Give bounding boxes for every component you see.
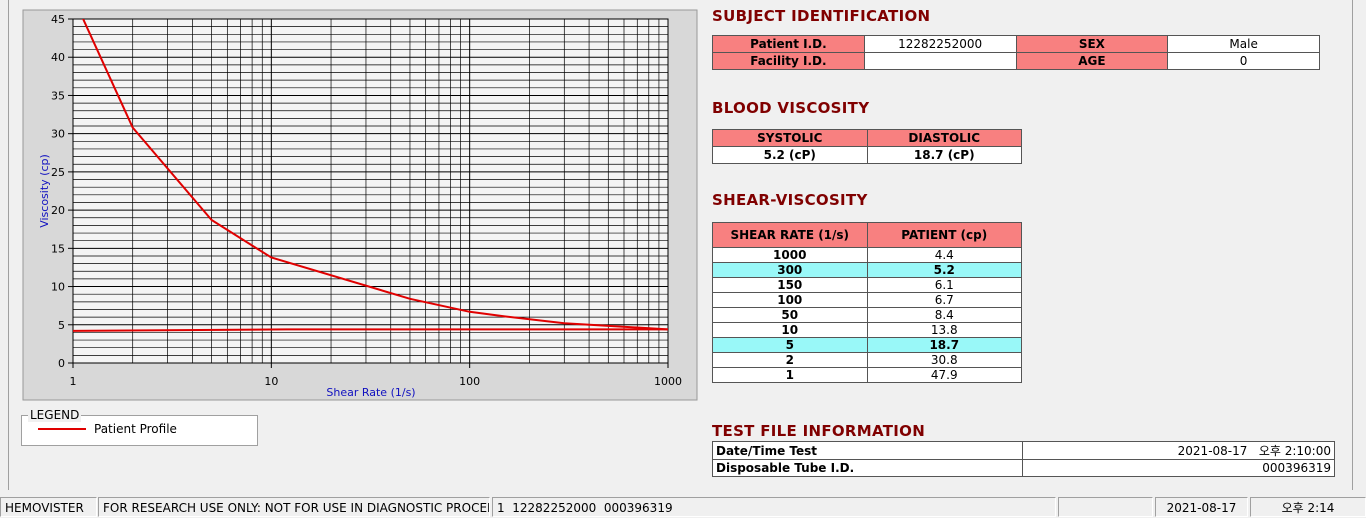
- status-cell: HEMOVISTER: [0, 497, 97, 517]
- patient-cell: 4.4: [866, 247, 1022, 263]
- section-title: BLOOD VISCOSITY: [712, 99, 870, 117]
- pane-edge: [8, 0, 9, 490]
- patient-cell: 18.7: [866, 337, 1022, 353]
- x-tick-label: 100: [459, 375, 480, 388]
- header-cell: SHEAR RATE (1/s): [712, 222, 868, 248]
- shear-rate-cell: 50: [712, 307, 868, 323]
- field-value: 2021-08-17 오후 2:10:00: [1022, 441, 1335, 460]
- x-tick-label: 1: [70, 375, 77, 388]
- shear-rate-cell: 150: [712, 277, 868, 293]
- shear-rate-cell: 1000: [712, 247, 868, 263]
- y-tick-label: 30: [51, 128, 65, 141]
- header-cell: PATIENT (cp): [866, 222, 1022, 248]
- field-label: Date/Time Test: [712, 441, 1023, 460]
- shear-rate-cell: 10: [712, 322, 868, 338]
- patient-cell: 6.1: [866, 277, 1022, 293]
- y-tick-label: 10: [51, 281, 65, 294]
- plot-area: [73, 19, 668, 363]
- field-label: SEX: [1015, 35, 1169, 53]
- section-title: SUBJECT IDENTIFICATION: [712, 7, 931, 25]
- legend-item: Patient Profile: [38, 422, 177, 436]
- y-tick-label: 45: [51, 13, 65, 26]
- shear-rate-cell: 100: [712, 292, 868, 308]
- x-tick-label: 1000: [654, 375, 682, 388]
- shear-rate-cell: 300: [712, 262, 868, 278]
- x-tick-label: 10: [264, 375, 278, 388]
- patient-cell: 6.7: [866, 292, 1022, 308]
- y-tick-label: 25: [51, 166, 65, 179]
- shear-row: 300 5.2: [712, 262, 1022, 278]
- shear-row: 100 6.7: [712, 292, 1022, 308]
- patient-cell: 47.9: [866, 367, 1022, 383]
- value-cell: 18.7 (cP): [866, 146, 1022, 164]
- section-title: SHEAR-VISCOSITY: [712, 191, 868, 209]
- y-axis-title: Viscosity (cp): [38, 154, 51, 228]
- chart: Shear Rate (1/s) Viscosity (cp) 0 5 10 15 20…: [22, 9, 698, 401]
- shear-rate-cell: 2: [712, 352, 868, 368]
- field-label: Patient I.D.: [712, 35, 865, 53]
- data-line: [82, 19, 668, 331]
- value-cell: 5.2 (cP): [712, 146, 868, 164]
- status-cell: 2021-08-17: [1155, 497, 1248, 517]
- status-cell: 1 12282252000 000396319: [492, 497, 1056, 517]
- shear-row: 2 30.8: [712, 352, 1022, 368]
- status-cell: FOR RESEARCH USE ONLY: NOT FOR USE IN DI…: [98, 497, 490, 517]
- field-value: Male: [1167, 35, 1320, 53]
- header-cell: DIASTOLIC: [866, 129, 1022, 147]
- legend-title: LEGEND: [28, 408, 82, 422]
- shear-rate-cell: 1: [712, 367, 868, 383]
- field-value: [863, 52, 1017, 70]
- section-title: TEST FILE INFORMATION: [712, 422, 926, 440]
- field-label: Disposable Tube I.D.: [712, 459, 1023, 477]
- field-value: 000396319: [1022, 459, 1335, 477]
- subject-table: Patient I.D. 12282252000 SEX Male Facility …: [712, 35, 1320, 70]
- shear-row: 1000 4.4: [712, 247, 1022, 263]
- y-tick-label: 15: [51, 242, 65, 255]
- shear-row: 10 13.8: [712, 322, 1022, 338]
- patient-cell: 5.2: [866, 262, 1022, 278]
- shear-row: 150 6.1: [712, 277, 1022, 293]
- y-tick-label: 35: [51, 89, 65, 102]
- patient-cell: 13.8: [866, 322, 1022, 338]
- blood-table: SYSTOLIC DIASTOLIC 5.2 (cP) 18.7 (cP): [712, 129, 1022, 164]
- legend: LEGEND Patient Profile: [21, 408, 258, 446]
- legend-swatch: [38, 428, 86, 430]
- field-value: 0: [1167, 52, 1320, 70]
- shear-table: SHEAR RATE (1/s) PATIENT (cp) 1000 4.4 300 5…: [712, 222, 1022, 383]
- shear-rate-cell: 5: [712, 337, 868, 353]
- x-axis-title: Shear Rate (1/s): [326, 386, 415, 399]
- plot-border: [72, 18, 669, 364]
- legend-label: Patient Profile: [94, 422, 177, 436]
- header-cell: SYSTOLIC: [712, 129, 868, 147]
- patient-cell: 8.4: [866, 307, 1022, 323]
- y-tick-label: 40: [51, 51, 65, 64]
- y-tick-label: 0: [58, 357, 65, 370]
- y-tick-label: 5: [58, 319, 65, 332]
- data-line: [73, 328, 668, 332]
- y-tick-label: 20: [51, 204, 65, 217]
- shear-row: 50 8.4: [712, 307, 1022, 323]
- testfile-table: Date/Time Test 2021-08-17 오후 2:10:00 Disp…: [712, 441, 1335, 477]
- field-value: 12282252000: [863, 35, 1017, 53]
- status-cell: 오후 2:14: [1250, 497, 1366, 517]
- patient-cell: 30.8: [866, 352, 1022, 368]
- status-cell: [1058, 497, 1153, 517]
- shear-row: 1 47.9: [712, 367, 1022, 383]
- shear-row: 5 18.7: [712, 337, 1022, 353]
- pane-edge: [1352, 0, 1353, 490]
- field-label: Facility I.D.: [712, 52, 865, 70]
- field-label: AGE: [1015, 52, 1169, 70]
